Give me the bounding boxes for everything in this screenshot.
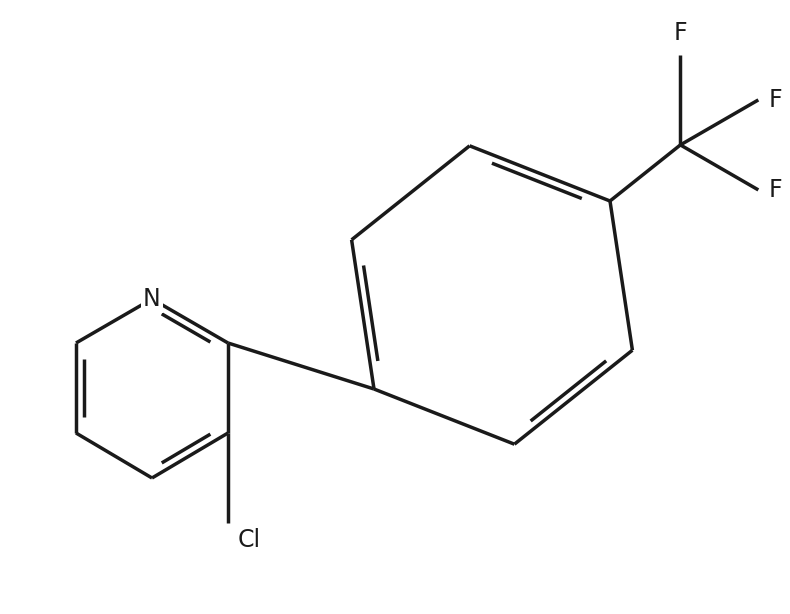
Text: F: F [769,88,782,112]
Text: F: F [674,21,687,45]
Text: N: N [143,287,161,311]
Text: F: F [769,178,782,202]
Text: Cl: Cl [238,528,261,552]
